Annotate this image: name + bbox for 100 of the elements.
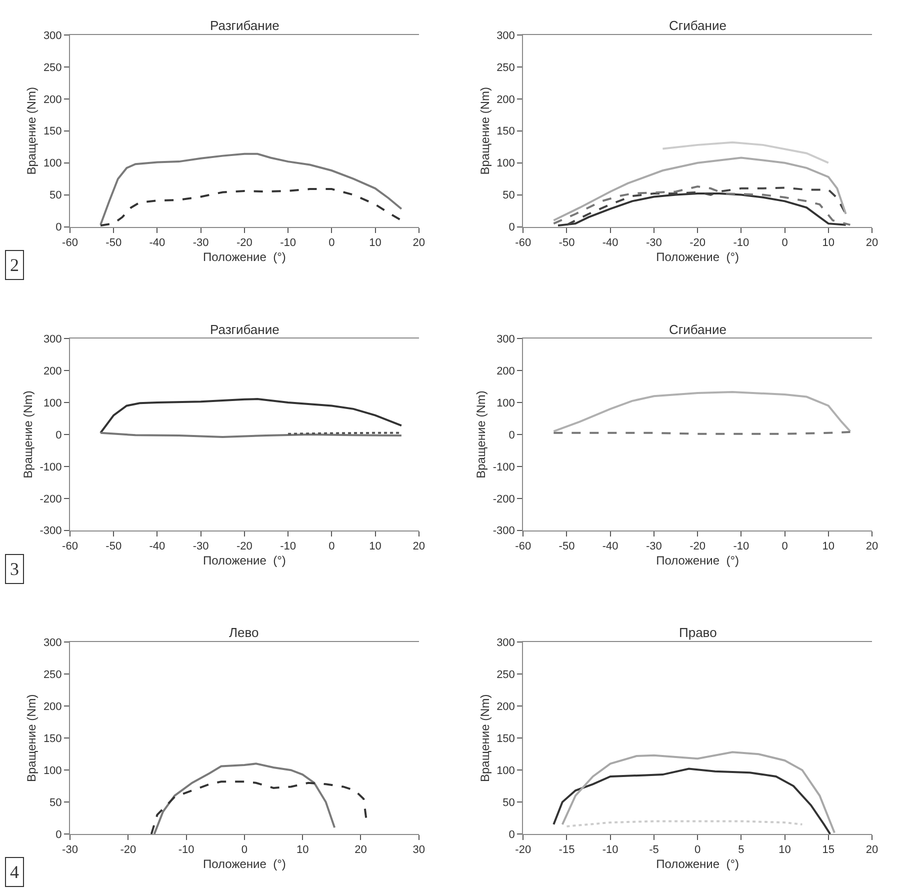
y-tick-label: 50: [502, 190, 515, 202]
y-tick-label: 250: [496, 62, 515, 74]
y-tick-label: -100: [40, 461, 62, 474]
x-tick-label: 10: [822, 236, 835, 249]
y-tick-label: 0: [508, 222, 515, 234]
y-tick-label: 200: [496, 94, 515, 106]
y-tick-label: 200: [496, 365, 515, 378]
y-axis-title: Вращение (Nm): [24, 694, 39, 782]
y-tick-label: 300: [496, 637, 515, 650]
line-series: [100, 152, 402, 226]
line-series: [557, 192, 847, 226]
y-tick-label: -100: [492, 461, 515, 474]
x-tick-label: 20: [412, 236, 425, 249]
x-tick-label: -40: [602, 236, 618, 249]
y-tick-label: -200: [40, 493, 62, 506]
x-tick-label: -10: [602, 844, 618, 856]
x-tick-label: 10: [822, 540, 835, 553]
x-tick-label: -50: [558, 540, 575, 553]
x-tick-label: -40: [149, 540, 166, 553]
x-tick-label: -10: [280, 236, 296, 249]
line-series: [662, 141, 830, 164]
y-tick-label: 150: [496, 126, 515, 138]
line-series: [561, 751, 836, 834]
x-axis-title: Положение (°): [202, 857, 286, 872]
chart-title: Сгибание: [669, 322, 726, 337]
x-tick-label: -10: [178, 844, 194, 856]
chart-title: Лево: [229, 625, 259, 640]
y-tick-label: 50: [502, 796, 515, 809]
x-tick-label: -20: [690, 236, 706, 249]
y-tick-label: 200: [43, 94, 62, 106]
x-tick-label: 0: [782, 236, 788, 249]
x-tick-label: 20: [866, 844, 878, 856]
x-tick-label: -30: [192, 236, 209, 249]
line-series: [552, 390, 852, 432]
x-tick-label: 20: [866, 540, 878, 553]
y-tick-label: 200: [496, 701, 515, 714]
line-series: [100, 188, 402, 226]
y-tick-label: 250: [496, 669, 515, 682]
x-tick-label: 10: [778, 844, 791, 856]
y-axis-title: Вращение (Nm): [478, 694, 492, 782]
x-tick-label: 0: [782, 540, 788, 553]
x-tick-label: 20: [354, 844, 367, 856]
x-tick-label: -15: [558, 844, 575, 856]
y-tick-label: 0: [508, 429, 515, 442]
y-tick-label: 0: [508, 828, 515, 841]
x-tick-label: 0: [241, 844, 248, 856]
chart-title: Разгибание: [210, 322, 280, 337]
x-tick-label: -60: [62, 540, 78, 553]
y-tick-label: 300: [496, 333, 515, 346]
x-tick-label: 10: [296, 844, 309, 856]
x-tick-label: -50: [106, 236, 122, 249]
y-tick-label: 250: [43, 669, 62, 682]
x-tick-label: 0: [694, 844, 701, 856]
x-tick-label: 0: [328, 236, 335, 249]
x-tick-label: -20: [515, 844, 532, 856]
y-tick-label: 300: [43, 30, 62, 42]
x-tick-label: -20: [236, 236, 252, 249]
x-tick-label: 10: [369, 540, 382, 553]
y-tick-label: 150: [43, 126, 62, 138]
y-tick-label: 100: [43, 764, 62, 777]
x-tick-label: -30: [192, 540, 209, 553]
x-axis-title: Положение (°): [202, 250, 286, 264]
x-tick-label: -40: [602, 540, 618, 553]
x-tick-label: -30: [62, 844, 78, 856]
x-tick-label: -20: [120, 844, 136, 856]
line-series: [100, 398, 402, 434]
x-axis-title: Положение (°): [656, 553, 740, 568]
y-tick-label: 150: [43, 732, 62, 745]
y-tick-label: -300: [40, 525, 62, 538]
x-tick-label: 15: [822, 844, 835, 856]
line-series: [150, 780, 368, 834]
x-tick-label: -10: [280, 540, 296, 553]
y-tick-label: 0: [56, 429, 62, 442]
y-tick-label: 50: [50, 190, 62, 202]
y-tick-label: -300: [492, 525, 515, 538]
y-tick-label: -200: [492, 493, 515, 506]
y-tick-label: 50: [50, 796, 62, 809]
chart-title: Сгибание: [669, 18, 726, 33]
y-tick-label: 200: [43, 701, 62, 714]
x-tick-label: -50: [106, 540, 122, 553]
line-series: [153, 762, 336, 834]
y-tick-label: 100: [496, 764, 515, 777]
y-tick-label: 250: [43, 62, 62, 74]
x-tick-label: -10: [733, 236, 750, 249]
x-tick-label: -5: [649, 844, 659, 856]
y-tick-label: 300: [43, 333, 62, 346]
x-tick-label: -50: [558, 236, 575, 249]
chart-title: Право: [679, 625, 717, 640]
x-tick-label: -30: [646, 540, 662, 553]
text: 2: [10, 255, 19, 275]
x-tick-label: 10: [369, 236, 382, 249]
x-axis-title: Положение (°): [202, 553, 286, 568]
text: 4: [10, 862, 19, 882]
y-axis-title: Вращение (Nm): [478, 86, 492, 175]
x-tick-label: -60: [62, 236, 78, 249]
y-tick-label: 0: [56, 828, 62, 841]
x-tick-label: 20: [412, 540, 425, 553]
y-tick-label: 300: [43, 637, 62, 650]
y-tick-label: 150: [496, 732, 515, 745]
y-tick-label: 100: [496, 158, 515, 170]
